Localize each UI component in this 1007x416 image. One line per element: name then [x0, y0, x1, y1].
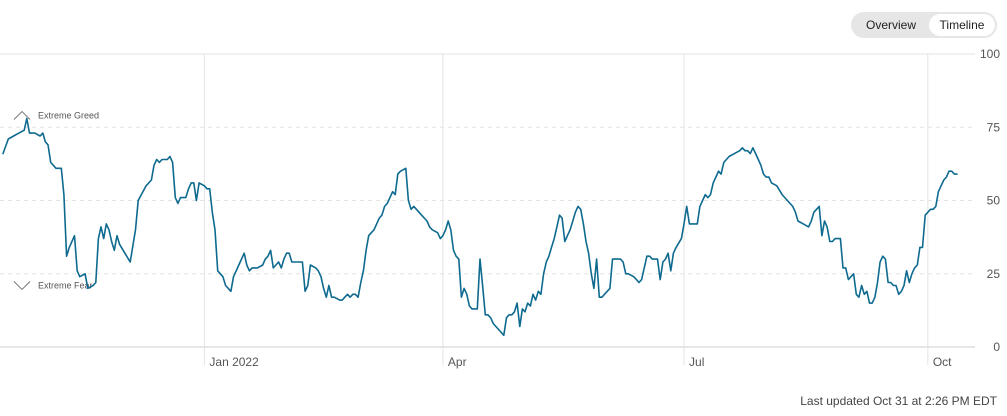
y-tick-label-75: 75 [987, 120, 1001, 134]
timeline-button[interactable]: Timeline [929, 14, 995, 36]
x-tick-label-3: Oct [933, 355, 952, 369]
chevron-down-icon [13, 281, 31, 291]
view-toggle: Overview Timeline [851, 12, 997, 38]
y-tick-label-50: 50 [987, 194, 1001, 208]
chevron-up-icon [13, 110, 31, 120]
annotation-label-1: Extreme Fear [38, 280, 93, 290]
y-tick-label-100: 100 [980, 47, 1000, 61]
annotation-label-0: Extreme Greed [38, 111, 99, 121]
fear-greed-chart: 0 25 50 75 100 Jan 2022 Apr Jul Oct Extreme Greed… [0, 47, 1001, 369]
y-tick-label-25: 25 [987, 267, 1001, 281]
series-line-0 [2, 117, 958, 337]
x-tick-label-1: Apr [448, 355, 467, 369]
last-updated-text: Last updated Oct 31 at 2:26 PM EDT [800, 394, 997, 408]
overview-button[interactable]: Overview [865, 18, 916, 32]
x-tick-label-2: Jul [689, 355, 704, 369]
y-tick-label-0: 0 [993, 340, 1000, 354]
x-tick-label-0: Jan 2022 [209, 355, 259, 369]
